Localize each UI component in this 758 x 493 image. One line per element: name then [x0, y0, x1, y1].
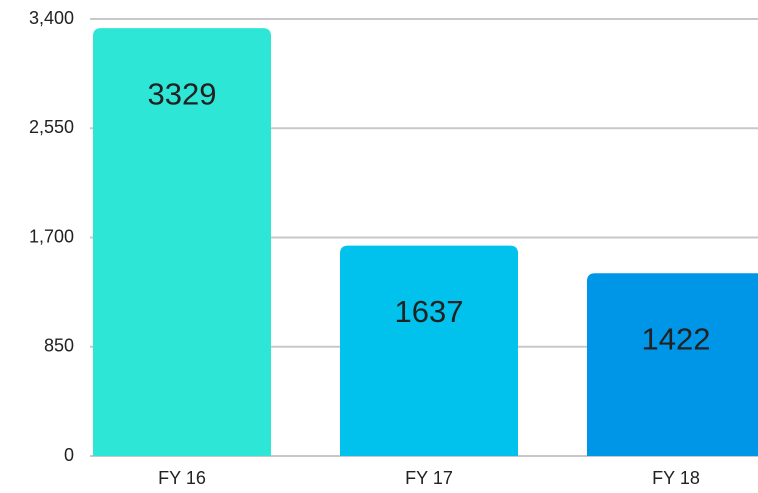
- value-label: 3329: [148, 76, 217, 111]
- y-tick-label: 0: [64, 445, 74, 465]
- bar: [587, 273, 758, 456]
- value-label: 1422: [642, 321, 711, 356]
- x-tick-label: FY 16: [158, 468, 206, 488]
- bar: [340, 245, 518, 456]
- y-tick-label: 3,400: [29, 8, 74, 28]
- bar: [93, 28, 271, 457]
- x-tick-label: FY 18: [652, 468, 700, 488]
- value-label: 1637: [395, 294, 464, 329]
- y-tick-label: 2,550: [29, 117, 74, 137]
- y-tick-label: 850: [44, 336, 74, 356]
- x-tick-label: FY 17: [405, 468, 453, 488]
- y-tick-label: 1,700: [29, 226, 74, 246]
